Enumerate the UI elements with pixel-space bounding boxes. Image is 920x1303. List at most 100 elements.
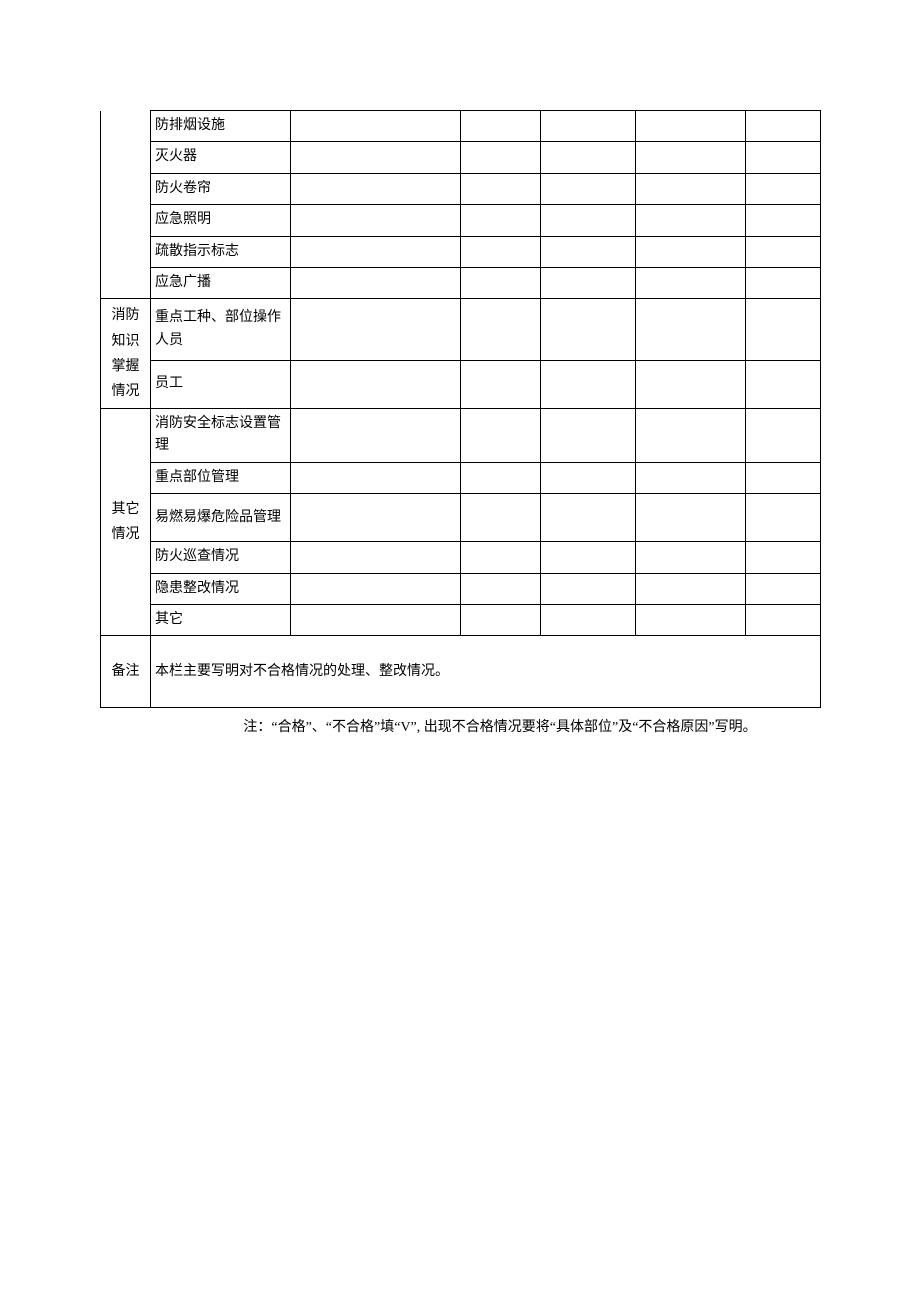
cell-value [636,605,746,636]
cell-value [746,494,821,542]
table-row: 隐患整改情况 [101,573,821,604]
item-name: 其它 [151,605,291,636]
cell-value [291,173,461,204]
item-name: 员工 [151,361,291,409]
cell-value [636,142,746,173]
cell-value [291,205,461,236]
cell-value [461,142,541,173]
cell-value [291,542,461,573]
item-name: 应急广播 [151,267,291,298]
cell-value [461,205,541,236]
table-row: 其它 [101,605,821,636]
cell-value [461,111,541,142]
cell-value [636,542,746,573]
cell-value [461,267,541,298]
cell-value [746,605,821,636]
cell-value [636,173,746,204]
item-name: 灭火器 [151,142,291,173]
cell-value [461,573,541,604]
cell-value [636,361,746,409]
cell-value [636,573,746,604]
cell-value [291,462,461,493]
table-row: 防排烟设施 [101,111,821,142]
table-row: 疏散指示标志 [101,236,821,267]
cell-value [541,173,636,204]
cell-value [746,462,821,493]
cell-value [541,236,636,267]
cell-value [461,409,541,463]
table-row: 其它情况消防安全标志设置管理 [101,409,821,463]
cell-value [541,361,636,409]
cell-value [541,494,636,542]
item-name: 易燃易爆危险品管理 [151,494,291,542]
cell-value [746,299,821,361]
cell-value [461,361,541,409]
item-name: 疏散指示标志 [151,236,291,267]
cell-value [636,462,746,493]
cell-value [541,462,636,493]
cell-value [746,542,821,573]
table-row: 应急广播 [101,267,821,298]
table-row: 易燃易爆危险品管理 [101,494,821,542]
table-row: 防火卷帘 [101,173,821,204]
cell-value [541,409,636,463]
table-row: 重点部位管理 [101,462,821,493]
item-name: 消防安全标志设置管理 [151,409,291,463]
cell-value [746,409,821,463]
cell-value [291,236,461,267]
cell-value [461,173,541,204]
cell-value [636,236,746,267]
cell-value [291,142,461,173]
remark-label: 备注 [101,636,151,708]
group-label: 消防知识掌握情况 [101,299,151,409]
cell-value [291,299,461,361]
cell-value [541,205,636,236]
cell-value [461,236,541,267]
cell-value [636,409,746,463]
table-row: 防火巡查情况 [101,542,821,573]
cell-value [291,267,461,298]
cell-value [291,361,461,409]
item-name: 应急照明 [151,205,291,236]
cell-value [291,111,461,142]
footnote-text: 注：“合格”、“不合格”填“V”, 出现不合格情况要将“具体部位”及“不合格原因… [100,716,820,736]
remark-row: 备注本栏主要写明对不合格情况的处理、整改情况。 [101,636,821,708]
table-row: 消防知识掌握情况重点工种、部位操作人员 [101,299,821,361]
item-name: 重点工种、部位操作人员 [151,299,291,361]
remark-text: 本栏主要写明对不合格情况的处理、整改情况。 [151,636,821,708]
cell-value [461,299,541,361]
cell-value [746,111,821,142]
cell-value [541,267,636,298]
cell-value [291,573,461,604]
inspection-table: 防排烟设施灭火器防火卷帘应急照明疏散指示标志应急广播消防知识掌握情况重点工种、部… [100,110,821,708]
cell-value [461,494,541,542]
table-row: 灭火器 [101,142,821,173]
cell-value [746,573,821,604]
cell-value [541,542,636,573]
group-label [101,111,151,299]
item-name: 重点部位管理 [151,462,291,493]
item-name: 防火卷帘 [151,173,291,204]
cell-value [541,573,636,604]
cell-value [636,267,746,298]
item-name: 防排烟设施 [151,111,291,142]
cell-value [746,142,821,173]
cell-value [746,267,821,298]
cell-value [461,605,541,636]
item-name: 防火巡查情况 [151,542,291,573]
cell-value [291,409,461,463]
cell-value [746,173,821,204]
cell-value [746,205,821,236]
cell-value [636,205,746,236]
cell-value [636,299,746,361]
cell-value [541,111,636,142]
item-name: 隐患整改情况 [151,573,291,604]
cell-value [541,299,636,361]
cell-value [746,361,821,409]
table-row: 员工 [101,361,821,409]
cell-value [746,236,821,267]
cell-value [291,605,461,636]
cell-value [541,605,636,636]
cell-value [461,462,541,493]
cell-value [636,494,746,542]
